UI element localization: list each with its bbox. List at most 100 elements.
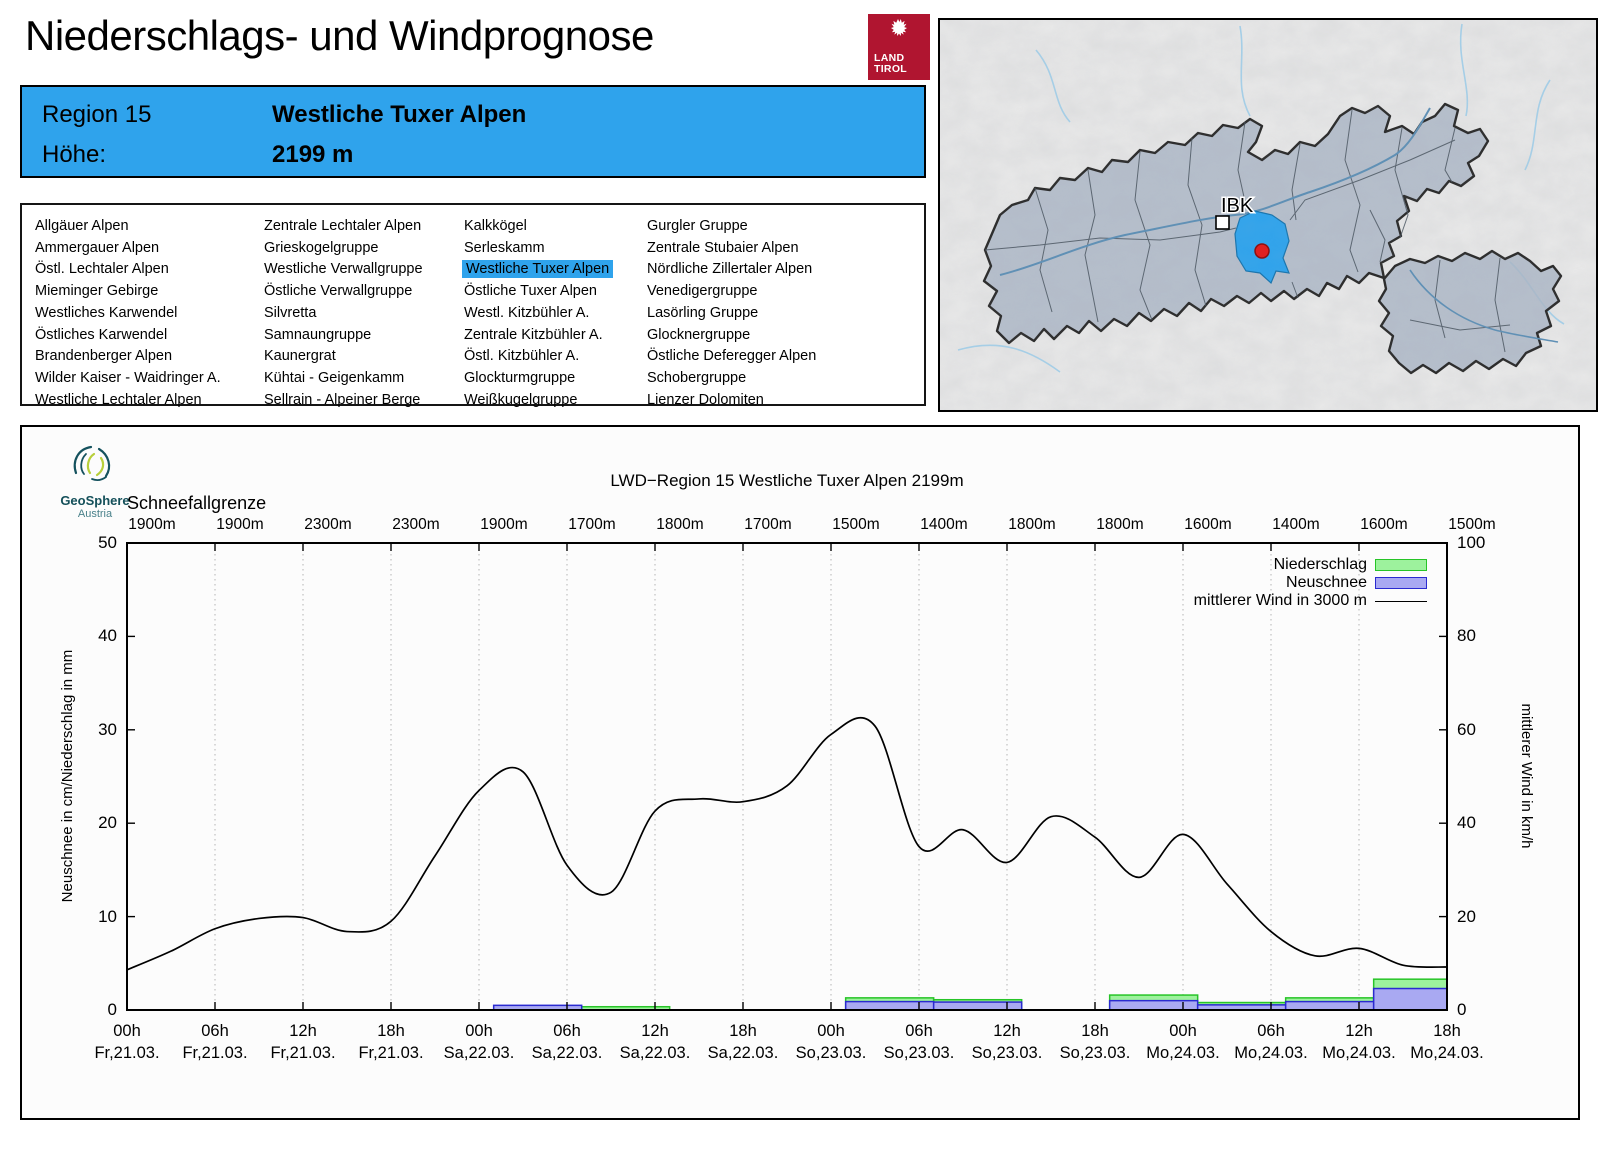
region-number-label: Region 15 bbox=[42, 101, 152, 128]
region-list-item[interactable]: Kalkkögel bbox=[464, 218, 527, 234]
region-list-item[interactable]: Westliche Lechtaler Alpen bbox=[35, 391, 202, 408]
region-list-item[interactable]: Sellrain - Alpeiner Berge bbox=[264, 391, 421, 408]
chart-title: LWD−Region 15 Westliche Tuxer Alpen 2199… bbox=[610, 471, 964, 490]
region-list-item[interactable]: Serleskamm bbox=[464, 239, 545, 256]
region-list-item[interactable]: Wilder Kaiser - Waidringer A. bbox=[35, 369, 221, 386]
region-list-item[interactable]: Brandenberger Alpen bbox=[35, 348, 173, 365]
region-list-item[interactable]: Lasörling Gruppe bbox=[647, 304, 759, 321]
region-list-column-3: Kalkkögel Serleskamm Westliche Tuxer Alpen… bbox=[462, 216, 647, 411]
region-list-item[interactable]: Nördliche Zillertaler Alpen bbox=[647, 261, 813, 278]
geosphere-sub: Austria bbox=[77, 508, 113, 520]
snowline-value: 1700m bbox=[568, 516, 616, 533]
plot-canvas bbox=[126, 542, 1448, 1011]
new-snow-bar bbox=[844, 1000, 935, 1011]
x-tick-time: 00h bbox=[1169, 1022, 1197, 1040]
x-tick-time: 06h bbox=[905, 1022, 933, 1040]
y-axis-left-tick-label: 0 bbox=[107, 1000, 117, 1019]
region-list-item[interactable]: Östl. Kitzbühler A. bbox=[464, 348, 580, 365]
x-tick-time: 18h bbox=[1433, 1022, 1461, 1040]
x-tick-date: Fr,21.03. bbox=[182, 1044, 248, 1062]
legend-label-wind: mittlerer Wind in 3000 m bbox=[1193, 592, 1367, 609]
region-list-item[interactable]: Weißkugelgruppe bbox=[464, 391, 578, 408]
y-axis-right-tick-label: 80 bbox=[1457, 626, 1476, 646]
x-axis-tick-label: 18h Mo,24.03. bbox=[1387, 1020, 1507, 1064]
region-list-item[interactable]: Östliche Tuxer Alpen bbox=[464, 283, 597, 300]
x-tick-date: Sa,22.03. bbox=[531, 1044, 603, 1062]
x-tick-date: Mo,24.03. bbox=[1322, 1044, 1396, 1062]
legend-label-precipitation: Niederschlag bbox=[1273, 556, 1367, 573]
station-dot bbox=[1254, 243, 1270, 259]
x-tick-time: 18h bbox=[1081, 1022, 1109, 1040]
x-tick-date: So,23.03. bbox=[971, 1044, 1043, 1062]
region-list-item[interactable]: Zentrale Lechtaler Alpen bbox=[264, 218, 422, 234]
region-list-item[interactable]: Ammergauer Alpen bbox=[35, 239, 160, 256]
region-list-item[interactable]: Kaunergrat bbox=[264, 348, 336, 365]
x-tick-date: Mo,24.03. bbox=[1234, 1044, 1308, 1062]
region-list-item[interactable]: Gurgler Gruppe bbox=[647, 218, 748, 234]
region-list-item[interactable]: Westliches Karwendel bbox=[35, 304, 178, 321]
x-axis-tick-label: 00h Mo,24.03. bbox=[1123, 1020, 1243, 1064]
wind-line-swatch bbox=[1375, 600, 1427, 602]
x-tick-time: 00h bbox=[113, 1022, 141, 1040]
region-list-item[interactable]: Kühtai - Geigenkamm bbox=[264, 369, 405, 386]
region-list-item[interactable]: Venedigergruppe bbox=[647, 283, 758, 300]
region-list-item[interactable]: Zentrale Kitzbühler A. bbox=[464, 326, 603, 343]
x-axis-tick-label: 12h Sa,22.03. bbox=[595, 1020, 715, 1064]
region-list-item[interactable]: Samnaungruppe bbox=[264, 326, 372, 343]
x-tick-date: So,23.03. bbox=[795, 1044, 867, 1062]
x-axis-tick-label: 00h So,23.03. bbox=[771, 1020, 891, 1064]
region-list-item[interactable]: Östliche Verwallgruppe bbox=[264, 283, 413, 300]
x-axis-tick-label: 00h Fr,21.03. bbox=[67, 1020, 187, 1064]
x-tick-date: So,23.03. bbox=[1059, 1044, 1131, 1062]
x-tick-time: 00h bbox=[465, 1022, 493, 1040]
region-list-item[interactable]: Westliche Verwallgruppe bbox=[264, 261, 423, 278]
region-row: Region 15 Westliche Tuxer Alpen bbox=[42, 101, 902, 129]
x-axis-tick-label: 00h Sa,22.03. bbox=[419, 1020, 539, 1064]
region-list-item[interactable]: Östl. Lechtaler Alpen bbox=[35, 261, 169, 278]
legend-item-precipitation: Niederschlag bbox=[1274, 556, 1427, 574]
snowline-value: 1400m bbox=[920, 516, 968, 533]
snowline-value: 1800m bbox=[1008, 516, 1056, 533]
geosphere-swirl-icon bbox=[73, 445, 111, 481]
ibk-marker bbox=[1215, 215, 1230, 230]
snowline-value: 1800m bbox=[656, 516, 704, 533]
x-tick-date: So,23.03. bbox=[883, 1044, 955, 1062]
region-list-column-2: Zentrale Lechtaler Alpen Grieskogelgruppe… bbox=[264, 216, 464, 411]
x-tick-time: 00h bbox=[817, 1022, 845, 1040]
legend-label-snow: Neuschnee bbox=[1286, 574, 1367, 591]
region-list-item[interactable]: Mieminger Gebirge bbox=[35, 283, 159, 300]
region-list-item[interactable]: Schobergruppe bbox=[647, 369, 747, 386]
map-svg: IBK bbox=[940, 20, 1596, 410]
region-list-item[interactable]: Östliche Deferegger Alpen bbox=[647, 348, 817, 365]
x-tick-date: Mo,24.03. bbox=[1146, 1044, 1220, 1062]
region-list-item[interactable]: Zentrale Stubaier Alpen bbox=[647, 239, 799, 256]
x-tick-date: Mo,24.03. bbox=[1410, 1044, 1484, 1062]
page-title: Niederschlags- und Windprognose bbox=[25, 12, 654, 59]
x-axis-tick-label: 06h So,23.03. bbox=[859, 1020, 979, 1064]
legend-item-wind: mittlerer Wind in 3000 m bbox=[1194, 592, 1427, 610]
snowline-value: 1900m bbox=[480, 516, 528, 533]
region-list-item[interactable]: Grieskogelgruppe bbox=[264, 239, 379, 256]
region-list-item[interactable]: Glocknergruppe bbox=[647, 326, 751, 343]
region-list-item[interactable]: Westliche Tuxer Alpen bbox=[462, 259, 647, 281]
region-list-item[interactable]: Allgäuer Alpen bbox=[35, 218, 129, 234]
region-list-column-4: Gurgler Gruppe Zentrale Stubaier Alpen Nör… bbox=[647, 216, 924, 411]
y-axis-left-tick-label: 10 bbox=[98, 906, 117, 926]
y-axis-left-tick-label: 40 bbox=[98, 626, 117, 646]
region-list-item[interactable]: Östliches Karwendel bbox=[35, 326, 168, 343]
snowline-value: 1500m bbox=[1448, 516, 1496, 533]
x-axis-tick-label: 18h Sa,22.03. bbox=[683, 1020, 803, 1064]
region-list-item[interactable]: Westl. Kitzbühler A. bbox=[464, 304, 590, 321]
ibk-label: IBK bbox=[1221, 195, 1254, 217]
snow-swatch bbox=[1375, 577, 1427, 589]
region-list-item[interactable]: Lienzer Dolomiten bbox=[647, 391, 764, 408]
y-axis-left-tick-label: 20 bbox=[98, 813, 117, 833]
snowline-label: Schneefallgrenze bbox=[127, 493, 267, 513]
region-list: Allgäuer Alpen Ammergauer Alpen Östl. Lech… bbox=[20, 203, 926, 408]
region-list-item[interactable]: Silvretta bbox=[264, 304, 317, 321]
x-axis-tick-label: 12h So,23.03. bbox=[947, 1020, 1067, 1064]
region-list-item[interactable]: Glockturmgruppe bbox=[464, 369, 576, 386]
new-snow-bar bbox=[932, 1001, 1023, 1011]
region-list-column-1: Allgäuer Alpen Ammergauer Alpen Östl. Lech… bbox=[35, 216, 264, 411]
x-axis-tick-label: 12h Fr,21.03. bbox=[243, 1020, 363, 1064]
